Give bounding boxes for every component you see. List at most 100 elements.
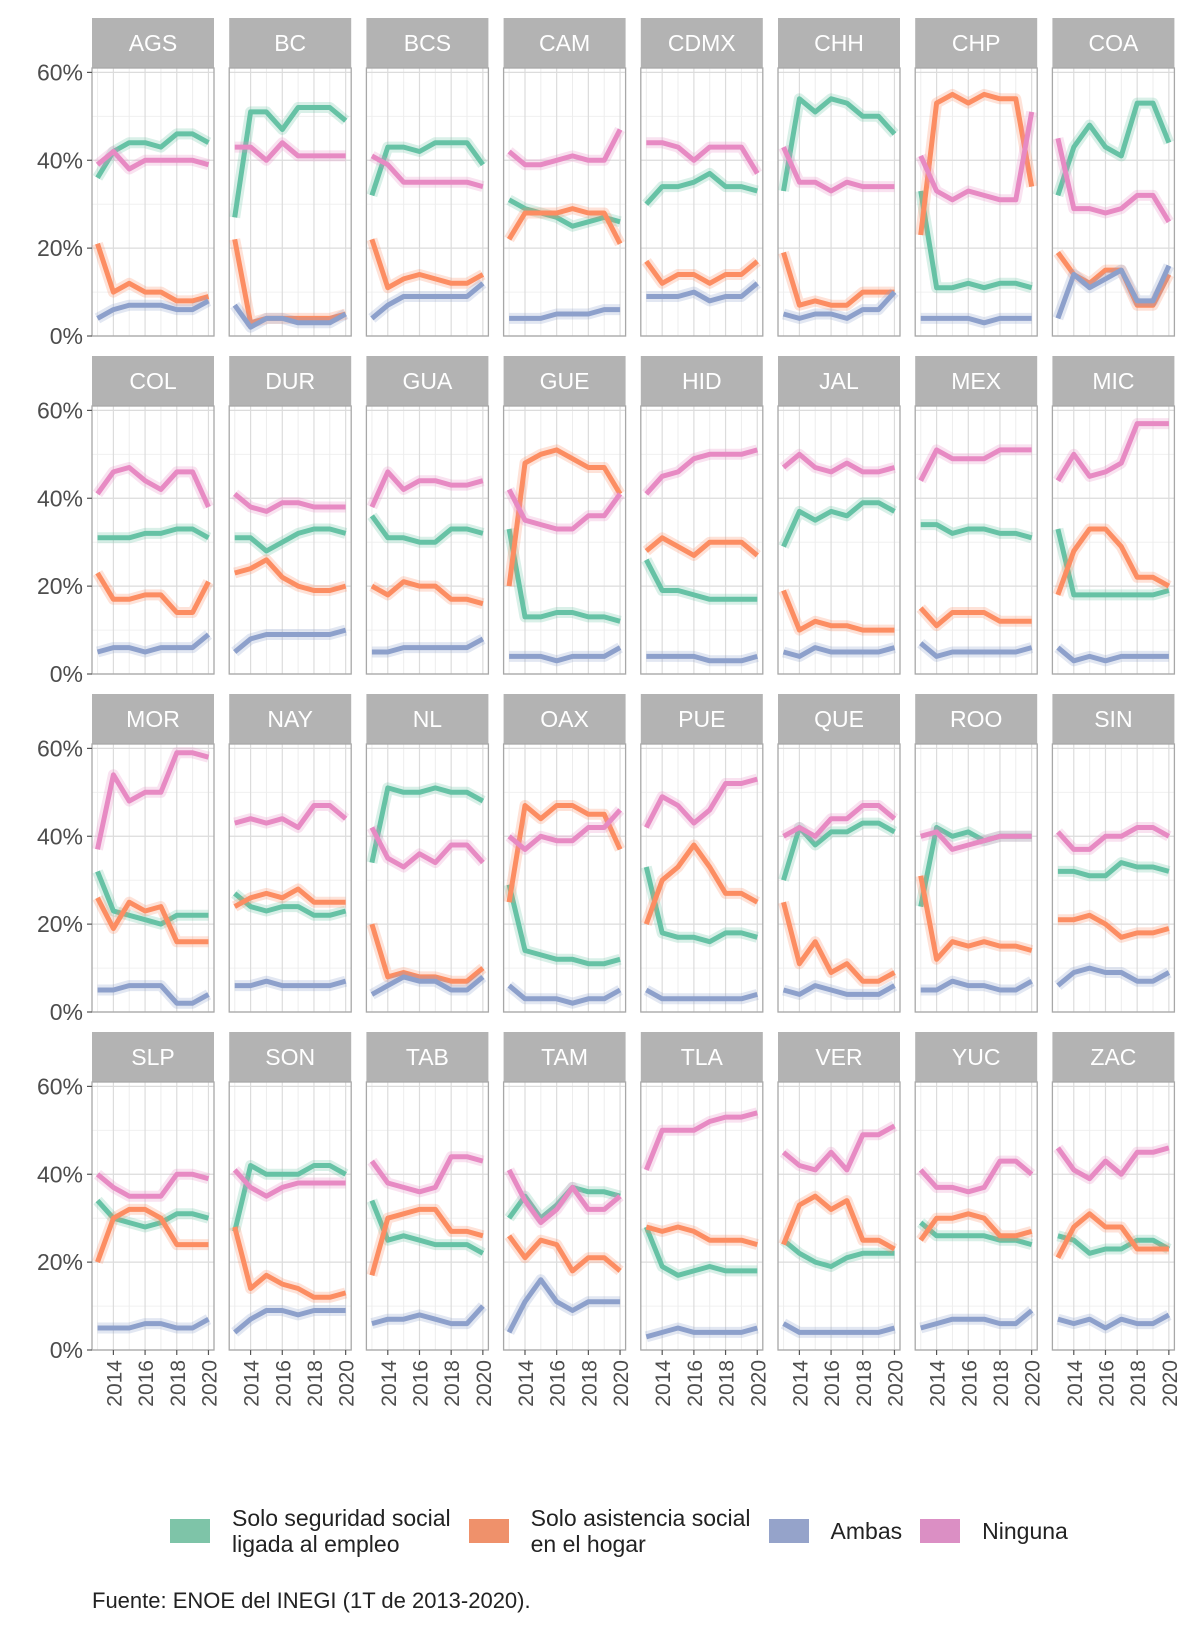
facet-strip (229, 18, 352, 68)
series-line-nin (781, 146, 895, 194)
x-tick-label: 2018 (990, 1360, 1013, 1407)
x-tick-label: 2016 (272, 1360, 295, 1407)
panel-bcs: BCS (365, 18, 490, 337)
facet-label: GUA (402, 368, 453, 394)
x-tick-label: 2018 (853, 1360, 876, 1407)
series-line-nin (95, 750, 210, 850)
panel-zac: ZAC 2014 2016 2018 2020 (1051, 1032, 1182, 1407)
series-line-asi (1055, 526, 1171, 596)
series-line-nin (234, 140, 346, 163)
legend-label-ninguna: Ninguna (982, 1518, 1068, 1544)
series-line-seg (781, 500, 896, 548)
series-line-nin (781, 1123, 896, 1173)
series-line-nin (782, 803, 897, 839)
x-tick-label: 2014 (515, 1360, 538, 1407)
series-line-nin (234, 803, 348, 830)
series-line-asi (507, 1234, 622, 1274)
series-line-asi (369, 1206, 484, 1276)
panel-border (502, 405, 627, 675)
y-tick-label: 60% (37, 735, 83, 761)
legend-swatch-asistencia (468, 1519, 509, 1543)
panel-border (640, 405, 764, 675)
panel-sin: SIN (1051, 694, 1176, 1013)
panel-chh: CHH (777, 18, 901, 337)
series-line-seg (506, 528, 621, 624)
series-line-amb (645, 987, 758, 1002)
series-line-asi (1055, 1211, 1169, 1259)
panel-border (228, 67, 352, 337)
series-line-nin (95, 149, 210, 172)
series-line-seg (643, 866, 758, 945)
series-line-amb (782, 1321, 896, 1335)
series-line-amb (97, 983, 210, 1006)
plot-background (366, 68, 489, 336)
facet-label: NL (413, 706, 443, 732)
series-line-nin (506, 1168, 622, 1226)
panel-border (91, 1081, 215, 1351)
panel-border (640, 1081, 764, 1351)
series-line-amb (96, 632, 211, 655)
plot-background (1052, 1082, 1175, 1350)
x-tick-label: 2020 (747, 1360, 770, 1407)
panel-nay: NAY (228, 694, 352, 1013)
facet-strip (366, 694, 489, 744)
series-line-seg (1055, 528, 1170, 598)
series-line-amb (371, 636, 485, 655)
facet-strip (1052, 1032, 1175, 1082)
panel-son: SON 2014 2016 2018 2020 (228, 1032, 359, 1407)
y-tick-label: 60% (37, 397, 83, 423)
series-line-asi (1057, 912, 1170, 940)
facet-label: QUE (814, 706, 864, 732)
facet-label: DUR (265, 368, 315, 394)
series-line-amb (782, 645, 896, 659)
series-line-asi (506, 206, 623, 245)
panel-jal: JAL (777, 356, 901, 675)
x-tick-label: 2016 (135, 1360, 158, 1407)
facet-strip (503, 18, 626, 68)
series-line-amb (370, 281, 485, 321)
x-tick-label: 2020 (336, 1360, 359, 1407)
panel-border (502, 1081, 627, 1351)
panel-gua: GUA (365, 356, 490, 675)
facet-strip (778, 1032, 900, 1082)
series-line-amb (782, 983, 896, 997)
series-line-seg (369, 514, 484, 545)
series-line-amb (96, 298, 210, 321)
legend-label-asistencia: Solo asistencia social en el hogar (530, 1505, 751, 1557)
series-line-seg (918, 190, 1033, 291)
x-tick-label: 2018 (167, 1360, 190, 1407)
series-line-seg (233, 891, 347, 918)
panel-coa: COA (1051, 18, 1176, 337)
series-line-nin (233, 491, 346, 514)
panel-border (502, 67, 627, 337)
legend-swatch-ninguna (920, 1519, 961, 1543)
series-line-nin (918, 1158, 1034, 1195)
panel-nl: NL (365, 694, 490, 1013)
series-line-amb (920, 978, 1033, 993)
x-tick-label: 2016 (547, 1360, 570, 1407)
facet-strip (915, 18, 1038, 68)
panel-border (1051, 67, 1176, 337)
facet-label: CAM (539, 30, 590, 56)
series-line-nin (506, 488, 623, 532)
facet-label: MIC (1092, 368, 1134, 394)
series-line-nin (370, 153, 484, 190)
series-line-asi (918, 875, 1033, 962)
panel-border (777, 743, 901, 1013)
panel-que: QUE (777, 694, 901, 1013)
panel-border (914, 405, 1038, 675)
plot-background (503, 68, 626, 336)
facet-strip (366, 356, 489, 406)
panel-border (914, 67, 1038, 337)
plot-background (1052, 744, 1175, 1012)
series-line-nin (95, 1171, 210, 1199)
series-line-amb (920, 1308, 1034, 1331)
series-line-nin (507, 128, 623, 168)
x-tick-label: 2016 (958, 1360, 981, 1407)
x-tick-label: 2020 (884, 1360, 907, 1407)
series-line-nin (1055, 137, 1172, 224)
series-line-seg (1055, 100, 1172, 197)
series-line-seg (369, 785, 485, 864)
series-line-asi (506, 447, 623, 587)
panel-tam: TAM 2014 2016 2018 2020 (502, 1032, 633, 1407)
